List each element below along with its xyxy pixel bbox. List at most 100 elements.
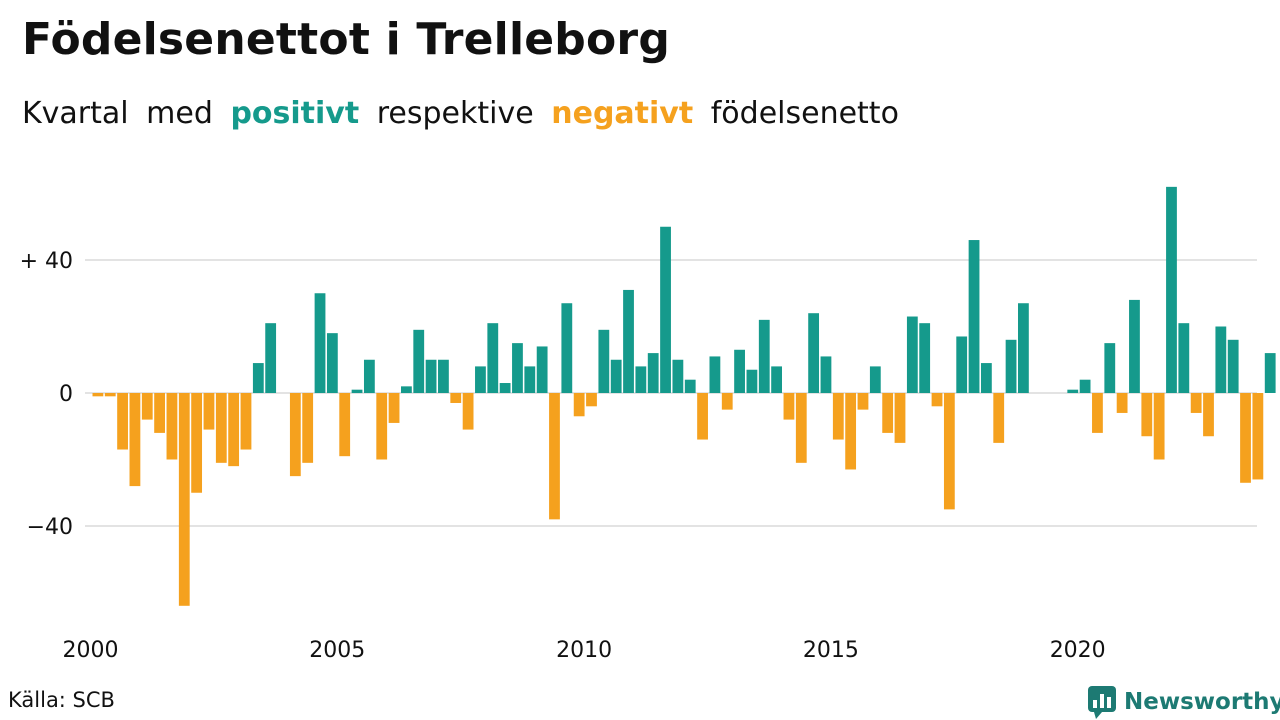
- bar-48: [684, 379, 696, 393]
- bar-95: [1264, 353, 1276, 393]
- newsworthy-logo-icon: [1088, 686, 1116, 719]
- y-tick-label-2: −40: [27, 515, 73, 540]
- bar-56: [783, 393, 795, 420]
- bar-28: [438, 359, 449, 393]
- bar-89: [1190, 393, 1202, 413]
- bar-43: [623, 289, 634, 394]
- bar-16: [289, 393, 301, 477]
- bar-40: [586, 393, 597, 407]
- x-tick-label-1: 2005: [309, 638, 365, 663]
- bar-66: [906, 316, 918, 393]
- bar-86: [1153, 393, 1165, 460]
- bar-20: [339, 393, 351, 457]
- bar-92: [1227, 339, 1239, 393]
- bar-65: [894, 393, 906, 443]
- bar-5: [154, 393, 165, 433]
- bar-49: [697, 393, 708, 440]
- bar-35: [524, 366, 536, 393]
- bar-94: [1252, 393, 1264, 480]
- gridlines: [85, 259, 1257, 527]
- bar-27: [425, 359, 437, 393]
- bar-1: [104, 393, 116, 397]
- bar-3: [129, 393, 141, 487]
- y-axis-labels: + 40 0 −40: [20, 249, 73, 540]
- x-tick-label-2: 2010: [556, 638, 612, 663]
- bar-44: [635, 366, 647, 393]
- bar-82: [1104, 343, 1116, 394]
- bar-18: [314, 293, 326, 393]
- newsworthy-logo-text: Newsworthy: [1124, 689, 1280, 715]
- bar-4: [141, 393, 153, 420]
- bar-6: [166, 393, 178, 460]
- bar-80: [1079, 379, 1091, 393]
- bar-37: [549, 393, 560, 520]
- subtitle-text-1: Kvartal med: [22, 96, 213, 131]
- newsworthy-logo: Newsworthy: [1088, 684, 1280, 720]
- bar-23: [376, 393, 388, 460]
- x-tick-label-3: 2015: [803, 638, 859, 663]
- bar-67: [919, 323, 931, 394]
- bar-75: [1018, 303, 1029, 394]
- bar-12: [240, 393, 252, 450]
- y-tick-label-1: 0: [59, 382, 73, 407]
- bar-17: [302, 393, 314, 463]
- bar-64: [882, 393, 894, 433]
- bar-79: [1067, 389, 1079, 394]
- bar-68: [931, 393, 943, 407]
- bar-85: [1141, 393, 1153, 437]
- x-tick-label-0: 2000: [63, 638, 119, 663]
- bar-11: [228, 393, 240, 467]
- bar-29: [450, 393, 462, 403]
- bar-90: [1203, 393, 1214, 437]
- bar-72: [980, 363, 992, 393]
- bar-13: [252, 363, 264, 393]
- bar-53: [746, 369, 758, 394]
- subtitle-positive: positivt: [230, 96, 360, 131]
- bar-81: [1092, 393, 1103, 433]
- bar-25: [401, 386, 412, 393]
- bar-47: [672, 359, 684, 393]
- bar-21: [351, 389, 363, 394]
- subtitle-text-3: födelsenetto: [710, 96, 899, 131]
- bar-73: [993, 393, 1005, 443]
- chart-title: Födelsenettot i Trelleborg: [22, 14, 671, 65]
- bar-87: [1166, 186, 1177, 393]
- bar-33: [499, 383, 511, 393]
- bar-14: [265, 323, 277, 394]
- bar-10: [215, 393, 227, 463]
- bar-7: [178, 393, 190, 606]
- source-label: Källa: SCB: [8, 688, 115, 712]
- bar-54: [758, 319, 770, 393]
- bar-91: [1215, 326, 1227, 393]
- bar-93: [1240, 393, 1251, 483]
- x-axis-labels: 2000 2005 2010 2015 2020: [63, 638, 1106, 663]
- bar-39: [573, 393, 585, 417]
- bar-2: [117, 393, 128, 450]
- bar-60: [832, 393, 844, 440]
- bar-19: [326, 333, 338, 393]
- bar-52: [734, 349, 745, 393]
- bar-41: [598, 329, 610, 393]
- bar-46: [660, 226, 671, 393]
- bar-51: [721, 393, 733, 410]
- bar-24: [388, 393, 400, 423]
- bar-0: [92, 393, 104, 397]
- bar-58: [808, 313, 820, 393]
- y-tick-label-0: + 40: [20, 249, 73, 274]
- bar-84: [1129, 299, 1140, 393]
- bar-8: [191, 393, 203, 493]
- bar-42: [610, 359, 622, 393]
- bars: [92, 186, 1276, 606]
- x-tick-label-4: 2020: [1050, 638, 1106, 663]
- bar-61: [845, 393, 857, 470]
- bar-31: [475, 366, 486, 393]
- bar-38: [561, 303, 573, 394]
- bar-34: [512, 343, 523, 394]
- bar-69: [943, 393, 955, 510]
- bar-70: [956, 336, 968, 394]
- bar-22: [363, 359, 375, 393]
- bar-32: [487, 323, 499, 394]
- subtitle-negative: negativt: [551, 96, 694, 131]
- bar-88: [1178, 323, 1190, 394]
